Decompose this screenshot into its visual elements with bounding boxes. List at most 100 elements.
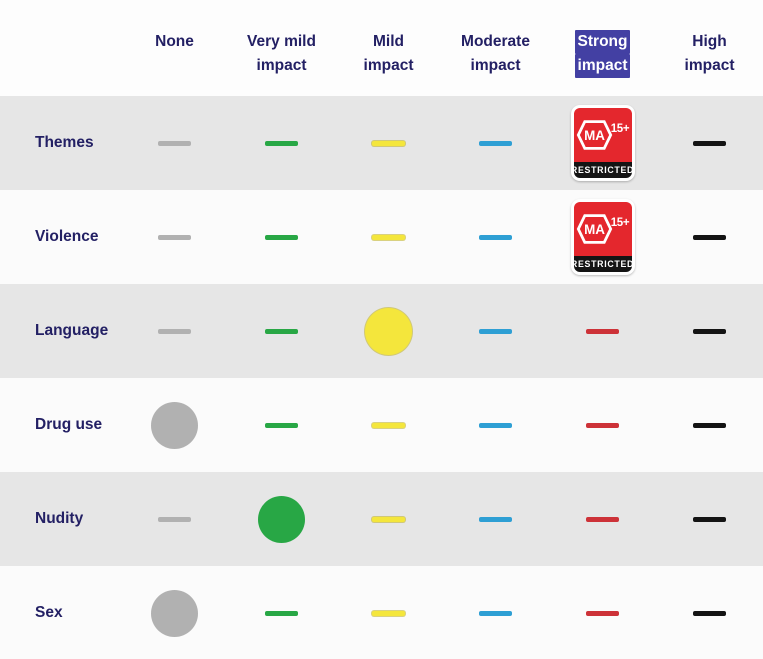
column-label: None (155, 33, 194, 50)
rating-cell (335, 96, 442, 190)
gray-dash-marker (158, 328, 191, 334)
green-dash-marker (265, 328, 298, 334)
blue-dash-marker (479, 516, 512, 522)
badge-rating-text: MA (584, 222, 605, 237)
gray-dash-marker (158, 516, 191, 522)
category-label: Nudity (35, 510, 84, 527)
column-label: impact (363, 57, 414, 74)
category-row-themes: Themes MA 15+ RESTRICTED (0, 96, 763, 190)
column-label-selected: Strong (574, 30, 631, 54)
red-dash-marker (586, 516, 619, 522)
rating-cell (656, 566, 763, 659)
rating-cell (335, 472, 442, 566)
red-dash-marker (586, 610, 619, 616)
category-row-sex: Sex (0, 566, 763, 659)
rating-cell (656, 472, 763, 566)
rating-cell (656, 96, 763, 190)
rating-cell (442, 566, 549, 659)
rating-cell: MA 15+ RESTRICTED (549, 190, 656, 284)
gray-dot-marker (151, 589, 198, 637)
column-header-mild-impact: Mild impact (335, 0, 442, 96)
black-dash-marker (693, 234, 726, 240)
rating-cell (228, 378, 335, 472)
column-header-strong-impact-selected: Strong impact (549, 0, 656, 96)
rating-cell (335, 190, 442, 284)
rating-cell (121, 378, 228, 472)
rating-cell (656, 284, 763, 378)
badge-red-panel: MA 15+ (573, 202, 632, 256)
category-row-violence: Violence MA 15+ RESTRICTED (0, 190, 763, 284)
category-row-drug-use: Drug use (0, 378, 763, 472)
badge-restricted-text: RESTRICTED (571, 162, 633, 178)
category-row-nudity: Nudity (0, 472, 763, 566)
header-corner-spacer (0, 0, 121, 96)
rating-cell (335, 284, 442, 378)
ma15-plus-restricted-badge: MA 15+ RESTRICTED (570, 199, 635, 275)
blue-dash-marker (479, 422, 512, 428)
blue-dash-marker (479, 610, 512, 616)
blue-dash-marker (479, 328, 512, 334)
green-dash-marker (265, 234, 298, 240)
impact-header-row: None Very mild impact Mild impact Modera… (0, 0, 763, 96)
yellow-dash-marker (372, 140, 405, 146)
rating-cell (335, 566, 442, 659)
rating-cell (228, 190, 335, 284)
badge-restricted-text: RESTRICTED (571, 256, 633, 272)
blue-dash-marker (479, 140, 512, 146)
badge-rating-text: MA (584, 128, 605, 143)
column-label: High (692, 33, 727, 50)
rating-cell (121, 566, 228, 659)
category-row-language: Language (0, 284, 763, 378)
rating-cell (228, 284, 335, 378)
black-dash-marker (693, 140, 726, 146)
rating-cell (121, 96, 228, 190)
column-label: impact (256, 57, 307, 74)
green-dash-marker (265, 422, 298, 428)
category-label: Violence (35, 228, 99, 245)
yellow-dash-marker (372, 422, 405, 428)
rating-cell: MA 15+ RESTRICTED (549, 96, 656, 190)
rating-cell (335, 378, 442, 472)
black-dash-marker (693, 328, 726, 334)
gray-dot-marker (151, 401, 198, 449)
hexagon-icon: MA (576, 214, 612, 244)
category-rows: Themes MA 15+ RESTRICTED Violence MA 15+… (0, 96, 763, 659)
yellow-dash-marker (372, 516, 405, 522)
rating-cell (228, 96, 335, 190)
column-header-moderate-impact: Moderate impact (442, 0, 549, 96)
rating-cell (442, 190, 549, 284)
black-dash-marker (693, 610, 726, 616)
rating-cell (121, 190, 228, 284)
rating-cell (442, 284, 549, 378)
category-label: Sex (35, 604, 63, 621)
column-label: impact (470, 57, 521, 74)
category-label: Themes (35, 134, 94, 151)
green-dash-marker (265, 140, 298, 146)
column-header-high-impact: High impact (656, 0, 763, 96)
yellow-dot-marker (365, 307, 412, 355)
red-dash-marker (586, 328, 619, 334)
rating-cell (228, 472, 335, 566)
rating-cell (121, 284, 228, 378)
column-label: Moderate (461, 33, 530, 50)
category-label: Drug use (35, 416, 103, 433)
rating-cell (656, 190, 763, 284)
rating-cell (228, 566, 335, 659)
badge-age-text: 15+ (610, 216, 630, 229)
hexagon-icon: MA (576, 120, 612, 150)
rating-cell (442, 96, 549, 190)
gray-dash-marker (158, 234, 191, 240)
column-label: Mild (373, 33, 404, 50)
rating-cell (442, 472, 549, 566)
rating-cell (549, 378, 656, 472)
column-header-none: None (121, 0, 228, 96)
yellow-dash-marker (372, 610, 405, 616)
ma15-plus-restricted-badge: MA 15+ RESTRICTED (570, 105, 635, 181)
column-label-selected: impact (574, 54, 631, 78)
black-dash-marker (693, 422, 726, 428)
green-dot-marker (258, 495, 305, 543)
black-dash-marker (693, 516, 726, 522)
badge-age-text: 15+ (610, 122, 630, 135)
yellow-dash-marker (372, 234, 405, 240)
